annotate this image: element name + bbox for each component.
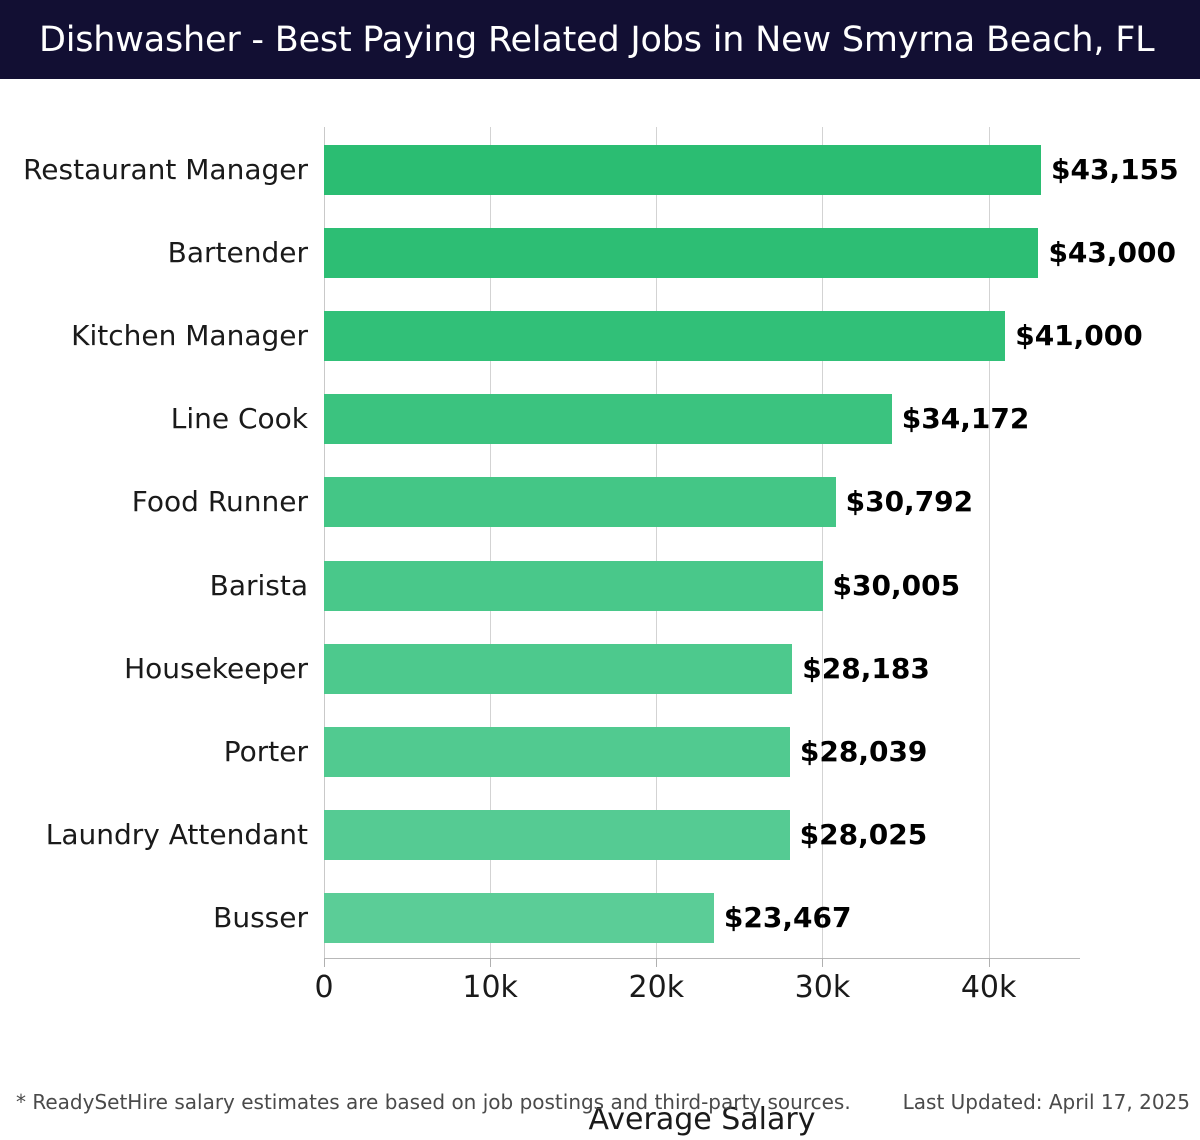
- bar[interactable]: [324, 394, 892, 445]
- x-axis-tick-mark: [490, 958, 492, 967]
- bar-row[interactable]: Line Cook $34,172: [171, 376, 1080, 459]
- x-axis-title-text: Average Salary: [588, 1102, 816, 1137]
- category-label: Porter: [223, 734, 308, 768]
- bar[interactable]: [324, 228, 1039, 279]
- x-axis-tick-label: 30k: [794, 970, 851, 1005]
- bar-value-label: $23,467: [723, 900, 852, 934]
- bar-row[interactable]: Kitchen Manager $41,000: [71, 293, 1143, 376]
- x-axis-title: Average Salary: [0, 1102, 1200, 1137]
- gridline: [988, 127, 990, 958]
- gridline: [490, 127, 492, 958]
- bar-row[interactable]: Food Runner $30,792: [132, 459, 1080, 542]
- x-axis-tick-label: 20k: [628, 970, 685, 1005]
- bar-row[interactable]: Busser $23,467: [213, 875, 1080, 958]
- category-label: Housekeeper: [124, 651, 308, 685]
- category-label: Food Runner: [131, 485, 308, 519]
- bar-row[interactable]: Housekeeper $28,183: [124, 626, 1080, 709]
- bar[interactable]: [324, 311, 1006, 362]
- plot-area: Restaurant Manager $43,155 Bartender $43,00…: [23, 127, 1179, 1005]
- category-label: Line Cook: [170, 402, 308, 436]
- chart-header-bar: Dishwasher - Best Paying Related Jobs in…: [0, 0, 1200, 79]
- x-axis-tick-mark: [656, 958, 658, 967]
- bar-value-label: $43,155: [1051, 153, 1179, 186]
- x-axis-tick-mark: [988, 958, 990, 967]
- bar[interactable]: [324, 643, 793, 694]
- bar-value-label: $28,039: [799, 734, 928, 768]
- bar[interactable]: [324, 145, 1042, 195]
- bar-row[interactable]: Porter $28,039: [224, 709, 1080, 792]
- category-label: Restaurant Manager: [23, 153, 308, 186]
- bar-value-label: $30,792: [845, 485, 974, 519]
- gridline: [656, 127, 658, 958]
- last-updated-text: Last Updated: April 17, 2025: [902, 1090, 1190, 1114]
- bar[interactable]: [324, 726, 790, 777]
- bar-value-label: $28,025: [799, 817, 928, 851]
- category-label: Kitchen Manager: [71, 319, 308, 353]
- bar-value-label: $43,000: [1048, 236, 1176, 270]
- category-label: Laundry Attendant: [45, 817, 308, 851]
- bar-value-label: $41,000: [1015, 319, 1143, 353]
- bar[interactable]: [324, 892, 714, 943]
- x-axis-tick-label: 0: [314, 970, 334, 1005]
- category-label: Busser: [213, 900, 308, 934]
- bar-row[interactable]: Laundry Attendant $28,025: [46, 792, 1080, 875]
- category-label: Barista: [209, 568, 308, 602]
- bar[interactable]: [324, 477, 836, 528]
- x-axis-tick-mark: [822, 958, 824, 967]
- x-axis-tick-label: 40k: [960, 970, 1017, 1005]
- bar-value-label: $28,183: [802, 651, 930, 685]
- y-axis-line: [324, 127, 325, 958]
- category-label: Bartender: [167, 236, 308, 270]
- chart-canvas: Restaurant Manager $43,155 Bartender $43,00…: [0, 79, 1200, 1137]
- bar[interactable]: [324, 560, 823, 611]
- footnote-text: * ReadySetHire salary estimates are base…: [16, 1090, 851, 1114]
- bar-value-label: $34,172: [901, 402, 1030, 436]
- bar-row[interactable]: Restaurant Manager $43,155: [23, 127, 1179, 210]
- bar-value-label: $30,005: [832, 568, 961, 602]
- bar-row[interactable]: Bartender $43,000: [168, 210, 1176, 293]
- gridline: [822, 127, 824, 958]
- bar[interactable]: [324, 809, 790, 860]
- x-axis-tick-label: 10k: [462, 970, 518, 1005]
- page-title: Dishwasher - Best Paying Related Jobs in…: [39, 19, 1155, 60]
- bar-row[interactable]: Barista $30,005: [210, 543, 1080, 626]
- x-axis-line: [324, 958, 1080, 959]
- x-axis-tick-mark: [324, 958, 325, 967]
- footer: * ReadySetHire salary estimates are base…: [0, 1090, 1200, 1140]
